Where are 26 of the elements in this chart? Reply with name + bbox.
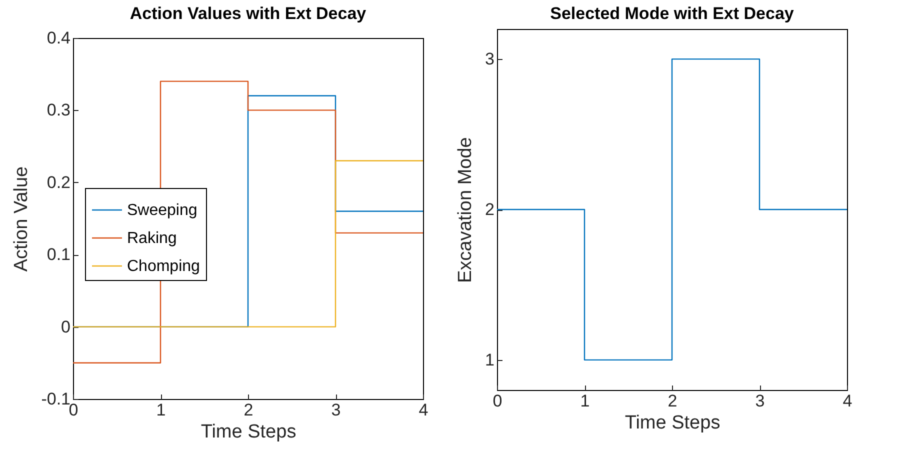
y-tick-label: 0.2: [46, 172, 70, 192]
y-tick-label: -0.1: [41, 390, 70, 408]
y-tick-label: 3: [485, 50, 494, 69]
x-tick-label: 1: [580, 392, 590, 410]
x-tick-label: 4: [418, 400, 428, 420]
x-axis-title: Time Steps: [200, 422, 296, 442]
chart-title: Selected Mode with Ext Decay: [550, 4, 794, 23]
x-tick-label: 1: [156, 400, 166, 420]
y-tick-label: 2: [485, 200, 494, 219]
x-axis-title: Time Steps: [624, 412, 720, 434]
legend-label: Sweeping: [127, 202, 198, 219]
chart-title: Action Values with Ext Decay: [130, 4, 367, 23]
x-tick-label: 3: [755, 392, 765, 410]
y-tick-label: 0.1: [46, 245, 70, 264]
legend-label: Chomping: [127, 258, 200, 275]
legend-label: Raking: [127, 230, 177, 247]
y-axis-title: Action Value: [11, 166, 32, 272]
x-tick-label: 2: [668, 392, 678, 410]
y-axis-title: Excavation Mode: [455, 137, 476, 283]
x-tick-label: 2: [244, 400, 254, 420]
y-tick-label: 1: [485, 350, 494, 370]
y-tick-label: 0.3: [46, 100, 70, 120]
x-tick-label: 3: [331, 400, 341, 420]
y-tick-label: 0.4: [46, 28, 70, 48]
x-tick-label: 4: [842, 392, 852, 410]
y-tick-label: 0: [61, 317, 70, 336]
